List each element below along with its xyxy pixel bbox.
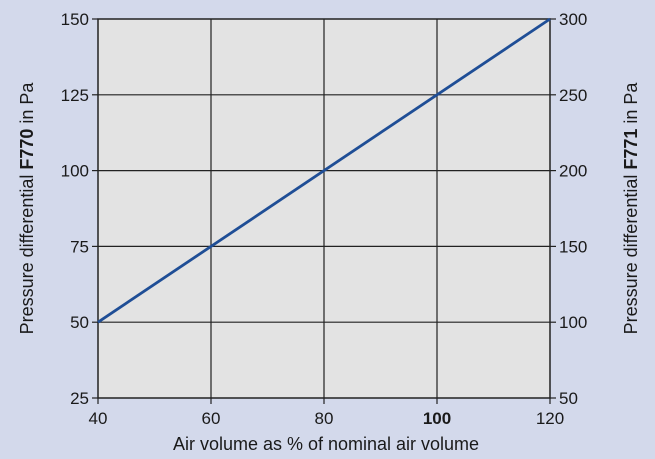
x-tick-label: 60 bbox=[202, 409, 221, 428]
y-right-suffix: in Pa bbox=[621, 82, 641, 129]
x-axis-label: Air volume as % of nominal air volume bbox=[173, 434, 479, 454]
y-axis-label-left: Pressure differential F770 in Pa bbox=[17, 82, 37, 335]
y-right-tick-label: 50 bbox=[559, 389, 578, 408]
y-right-prefix: Pressure differential bbox=[621, 170, 641, 335]
y-left-tick-label: 75 bbox=[70, 237, 89, 256]
y-right-tick-label: 150 bbox=[559, 237, 587, 256]
y-axis-label-right: Pressure differential F771 in Pa bbox=[621, 82, 641, 335]
y-left-tick-label: 125 bbox=[61, 86, 89, 105]
y-left-bold: F770 bbox=[17, 129, 37, 170]
x-tick-label: 40 bbox=[89, 409, 108, 428]
y-left-suffix: in Pa bbox=[17, 82, 37, 129]
y-right-tick-label: 300 bbox=[559, 10, 587, 29]
y-left-tick-label: 150 bbox=[61, 10, 89, 29]
y-left-tick-label: 50 bbox=[70, 313, 89, 332]
tick-labels: 40 60 80 100 120 25 50 75 100 125 150 50 100 150 200 25… bbox=[61, 10, 588, 428]
series-line bbox=[97, 17, 551, 324]
y-right-bold: F771 bbox=[621, 129, 641, 170]
x-tick-label: 80 bbox=[315, 409, 334, 428]
y-right-tick-label: 100 bbox=[559, 313, 587, 332]
tick-marks bbox=[92, 18, 556, 404]
y-left-prefix: Pressure differential bbox=[17, 170, 37, 335]
y-left-tick-label: 100 bbox=[61, 162, 89, 181]
x-tick-label: 100 bbox=[423, 409, 451, 428]
y-right-tick-label: 250 bbox=[559, 86, 587, 105]
y-right-tick-label: 200 bbox=[559, 162, 587, 181]
y-left-tick-label: 25 bbox=[70, 389, 89, 408]
data-series bbox=[97, 17, 551, 324]
x-tick-label: 120 bbox=[536, 409, 564, 428]
